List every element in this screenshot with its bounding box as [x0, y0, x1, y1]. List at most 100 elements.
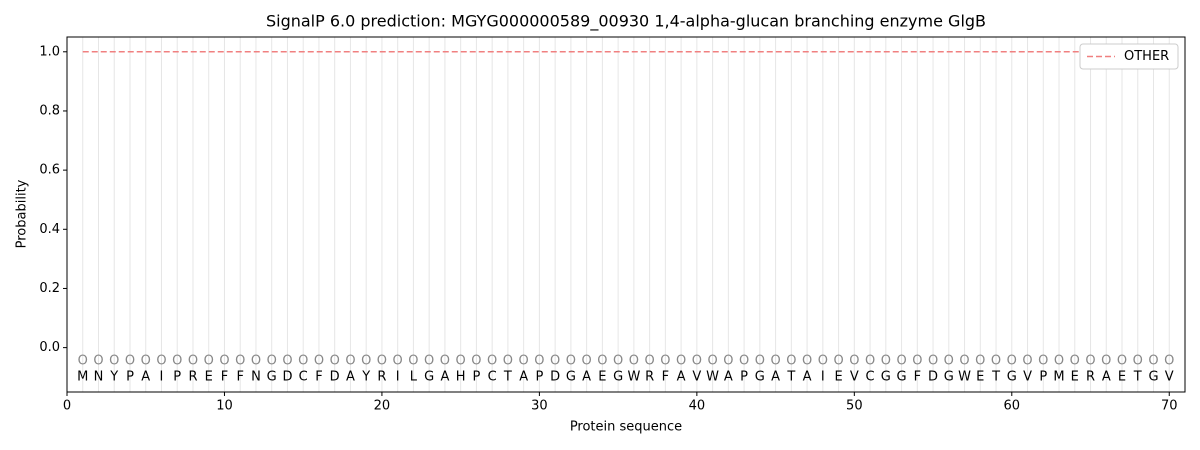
residue-label: P	[472, 370, 480, 385]
x-tick-label: 10	[216, 399, 233, 414]
predicted-label: O	[456, 354, 466, 369]
x-tick-label: 40	[689, 399, 706, 414]
residue-label: T	[786, 370, 795, 385]
predicted-label: O	[660, 354, 670, 369]
residue-label: T	[503, 370, 512, 385]
residue-label: W	[958, 370, 971, 385]
residue-label: D	[928, 370, 938, 385]
predicted-label: O	[739, 354, 749, 369]
residue-label: A	[1102, 370, 1111, 385]
residue-label: V	[850, 370, 859, 385]
legend-box	[1079, 43, 1179, 70]
residue-label: P	[740, 370, 748, 385]
predicted-label: O	[1101, 354, 1111, 369]
residue-label: F	[315, 370, 322, 385]
predicted-label: O	[944, 354, 954, 369]
residue-label: G	[897, 370, 907, 385]
residue-label: R	[188, 370, 197, 385]
y-tick-label: 0.0	[39, 340, 60, 355]
predicted-label: O	[1038, 354, 1048, 369]
residue-label: G	[881, 370, 891, 385]
residue-label: E	[834, 370, 842, 385]
predicted-label: O	[833, 354, 843, 369]
residue-label: V	[1165, 370, 1174, 385]
residue-label: G	[944, 370, 954, 385]
predicted-label: O	[487, 354, 497, 369]
predicted-label: O	[377, 354, 387, 369]
predicted-label: O	[786, 354, 796, 369]
predicted-label: O	[282, 354, 292, 369]
x-tick-label: 60	[1004, 399, 1021, 414]
predicted-label: O	[896, 354, 906, 369]
predicted-label: O	[1070, 354, 1080, 369]
residue-label: A	[519, 370, 528, 385]
y-tick-label: 1.0	[39, 44, 60, 59]
residue-label: Y	[361, 370, 370, 385]
predicted-label: O	[141, 354, 151, 369]
predicted-label: O	[865, 354, 875, 369]
residue-label: N	[251, 370, 261, 385]
x-tick-label: 50	[846, 399, 863, 414]
predicted-label: O	[393, 354, 403, 369]
predicted-label: O	[408, 354, 418, 369]
residue-label: R	[1086, 370, 1095, 385]
predicted-label: O	[676, 354, 686, 369]
residue-label: N	[94, 370, 104, 385]
predicted-label: O	[172, 354, 182, 369]
residue-label: C	[488, 370, 497, 385]
predicted-label: O	[550, 354, 560, 369]
predicted-label: O	[645, 354, 655, 369]
residue-label: E	[976, 370, 984, 385]
residue-label: P	[1039, 370, 1047, 385]
y-tick-label: 0.6	[39, 163, 60, 178]
x-tick-label: 70	[1161, 399, 1178, 414]
residue-label: A	[346, 370, 355, 385]
chart-title: SignalP 6.0 prediction: MGYG000000589_00…	[266, 12, 986, 32]
predicted-label: O	[125, 354, 135, 369]
predicted-label: O	[707, 354, 717, 369]
residue-label: G	[267, 370, 277, 385]
predicted-label: O	[1054, 354, 1064, 369]
predicted-label: O	[692, 354, 702, 369]
residue-label: T	[1133, 370, 1142, 385]
residue-label: M	[77, 370, 88, 385]
predicted-label: O	[424, 354, 434, 369]
residue-label: F	[236, 370, 243, 385]
predicted-label: O	[1148, 354, 1158, 369]
predicted-label: O	[519, 354, 529, 369]
residue-label: I	[821, 370, 825, 385]
predicted-label: O	[959, 354, 969, 369]
residue-label: A	[724, 370, 733, 385]
predicted-label: O	[802, 354, 812, 369]
predicted-label: O	[204, 354, 214, 369]
residue-label: M	[1053, 370, 1064, 385]
predicted-label: O	[534, 354, 544, 369]
residue-label: P	[126, 370, 134, 385]
residue-label: V	[1023, 370, 1032, 385]
predicted-label: O	[78, 354, 88, 369]
residue-label: G	[613, 370, 623, 385]
y-axis-label: Probability	[15, 179, 30, 248]
residue-label: P	[173, 370, 181, 385]
residue-label: R	[377, 370, 386, 385]
predicted-label: O	[755, 354, 765, 369]
predicted-label: O	[597, 354, 607, 369]
predicted-label: O	[723, 354, 733, 369]
predicted-label: O	[881, 354, 891, 369]
predicted-label: O	[156, 354, 166, 369]
predicted-label: O	[770, 354, 780, 369]
residue-label: E	[598, 370, 606, 385]
predicted-label: O	[849, 354, 859, 369]
plot-frame	[66, 36, 1186, 393]
predicted-label: O	[928, 354, 938, 369]
predicted-label: O	[613, 354, 623, 369]
residue-label: D	[550, 370, 560, 385]
predicted-label: O	[1022, 354, 1032, 369]
residue-label: E	[205, 370, 213, 385]
residue-label: H	[456, 370, 466, 385]
predicted-label: O	[267, 354, 277, 369]
predicted-label: O	[1007, 354, 1017, 369]
predicted-label: O	[314, 354, 324, 369]
x-axis-label: Protein sequence	[570, 420, 682, 435]
